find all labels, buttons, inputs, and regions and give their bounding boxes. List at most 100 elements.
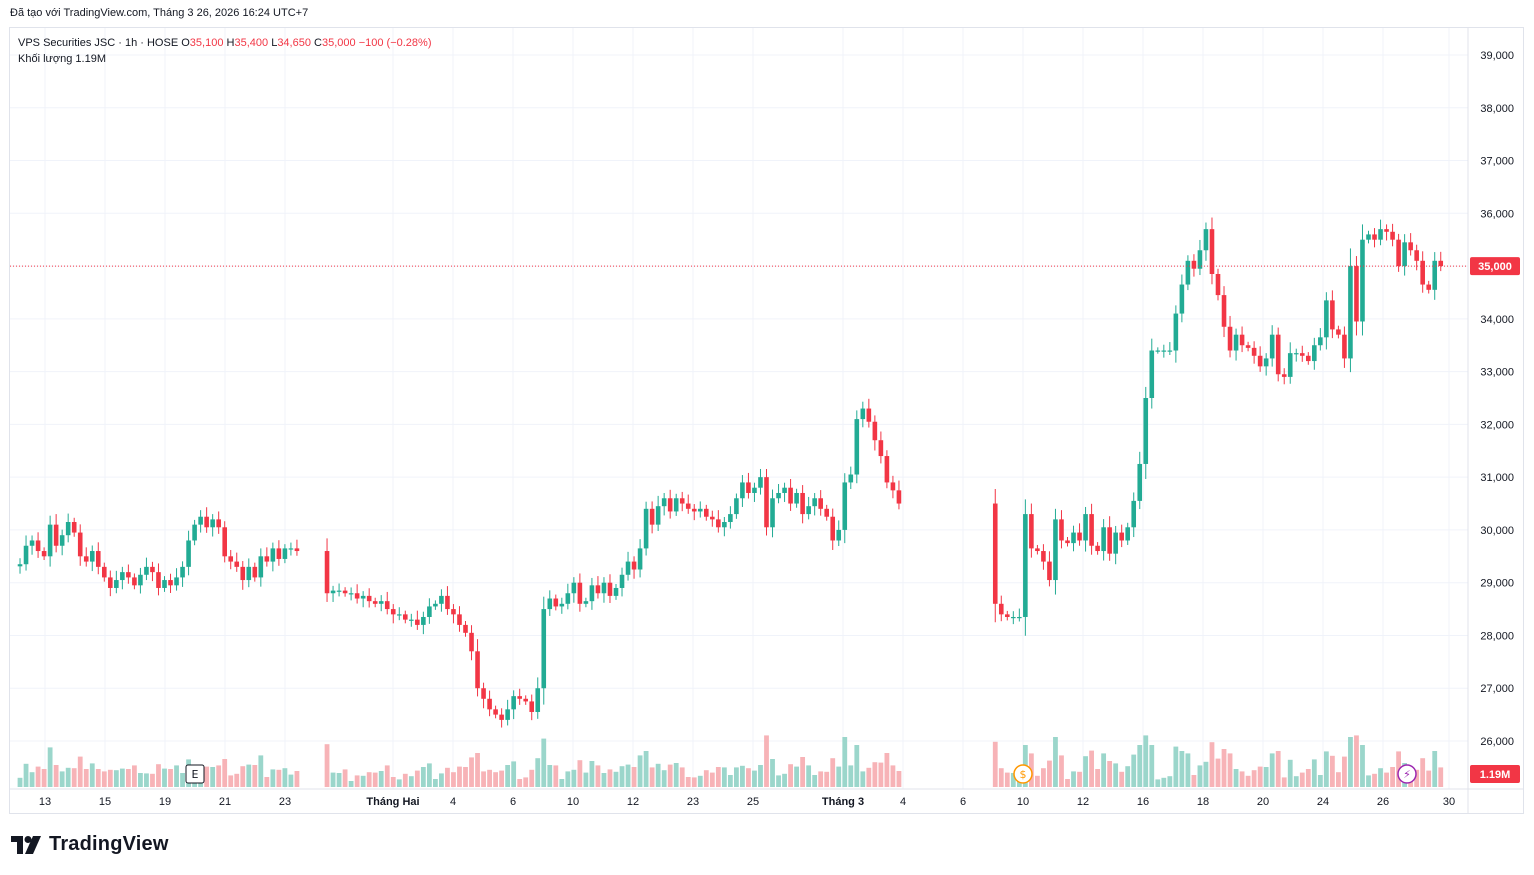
time-tick-label: Tháng 3: [822, 796, 864, 808]
candle-body: [1143, 398, 1149, 464]
volume-bar: [1065, 779, 1070, 787]
candle-body: [252, 566, 258, 578]
candle-body: [758, 477, 763, 488]
volume-bar: [679, 767, 685, 787]
earnings-icon: [185, 764, 205, 784]
candle-body: [1372, 234, 1377, 240]
volume-bar: [619, 766, 625, 787]
volume-bar: [372, 772, 378, 787]
volume-bar: [101, 771, 107, 787]
candle-body: [102, 566, 107, 578]
candle-body: [1101, 527, 1106, 552]
candle-body: [1011, 616, 1016, 619]
candle-body: [547, 598, 553, 610]
volume-bar: [824, 771, 830, 787]
open-value: 35,100: [189, 37, 224, 49]
volume-bar: [445, 767, 450, 787]
volume-bar: [782, 773, 787, 787]
candle-body: [366, 595, 372, 602]
volume-bar: [1317, 775, 1323, 787]
candle-body: [1137, 463, 1143, 501]
volume-bar: [180, 773, 185, 787]
volume-bar: [1372, 773, 1377, 787]
last-price-label: 35,000: [1478, 261, 1512, 273]
volume-bar: [836, 766, 842, 787]
candle-body: [998, 603, 1004, 615]
candle-body: [505, 709, 510, 720]
volume-bar: [643, 751, 649, 787]
candle-body: [17, 564, 23, 567]
volume-bar: [752, 770, 757, 787]
candle-body: [258, 556, 264, 578]
candle-body: [481, 688, 486, 699]
volume-bar: [89, 763, 95, 787]
candle-body: [1293, 353, 1299, 355]
time-tick-label: 19: [159, 796, 171, 808]
volume-bar: [1071, 771, 1076, 787]
volume-bar: [71, 768, 77, 787]
volume-bar: [1137, 745, 1143, 787]
candle-body: [168, 580, 173, 586]
candle-body: [1221, 295, 1227, 327]
candle-body: [138, 574, 143, 586]
candle-body: [1065, 540, 1070, 544]
last-price-line: 35,000: [10, 257, 1520, 276]
volume-bar: [715, 767, 721, 787]
volume-bar: [83, 769, 89, 787]
candle-body: [1041, 551, 1046, 562]
candle-body: [336, 590, 342, 592]
dividend-icon: [1013, 764, 1033, 784]
candle-body: [1426, 284, 1431, 290]
candle-body: [1167, 350, 1173, 352]
volume-bar: [234, 773, 240, 787]
candle-body: [613, 587, 619, 596]
volume-bar: [631, 767, 637, 787]
candle-body: [848, 474, 854, 483]
volume-bar: [806, 765, 812, 787]
candle-body: [445, 595, 450, 610]
volume-bar: [348, 781, 354, 787]
volume-bar: [1221, 749, 1227, 787]
volume-bar: [77, 756, 83, 787]
candle-body: [1360, 239, 1365, 322]
candle-body: [1197, 250, 1203, 269]
volume-bar: [228, 775, 234, 787]
split-marker-text: ⚡: [1403, 768, 1411, 781]
time-tick-label: 24: [1317, 796, 1329, 808]
price-tick-label: 26,000: [1480, 736, 1514, 748]
candle-body: [276, 548, 282, 559]
time-tick-label: 4: [450, 796, 456, 808]
volume-bar: [583, 772, 589, 787]
candle-body: [1035, 548, 1040, 552]
volume-bar: [691, 777, 697, 787]
time-tick-label: 21: [219, 796, 231, 808]
candle-body: [667, 498, 673, 512]
candle-body: [722, 522, 727, 528]
volume-bar: [204, 766, 210, 787]
volume-label: Khối lượng: [18, 53, 73, 65]
volume-bar: [1384, 772, 1389, 787]
volume-bar: [884, 753, 890, 787]
time-tick-label: 23: [279, 796, 291, 808]
split-icon: [1397, 764, 1417, 784]
volume-bar: [23, 763, 29, 787]
volume-bar: [210, 767, 216, 787]
volume-bar: [59, 771, 65, 787]
volume-bar: [366, 772, 372, 787]
candle-body: [120, 572, 125, 581]
open-label: O: [181, 37, 190, 49]
volume-bar: [1378, 768, 1383, 787]
volume-bar: [1047, 760, 1052, 787]
symbol-legend: VPS Securities JSC · 1h · HOSE O35,100 H…: [18, 35, 431, 51]
volume-bar: [655, 763, 661, 787]
candle-body: [1047, 561, 1052, 581]
candle-body: [210, 519, 215, 528]
candle-body: [812, 498, 817, 507]
candle-body: [1384, 229, 1389, 232]
volume-bar: [125, 769, 131, 787]
volume-bar: [1390, 767, 1395, 787]
candle-body: [782, 487, 787, 493]
candle-body: [1023, 514, 1028, 617]
volume-bar: [1227, 753, 1233, 787]
